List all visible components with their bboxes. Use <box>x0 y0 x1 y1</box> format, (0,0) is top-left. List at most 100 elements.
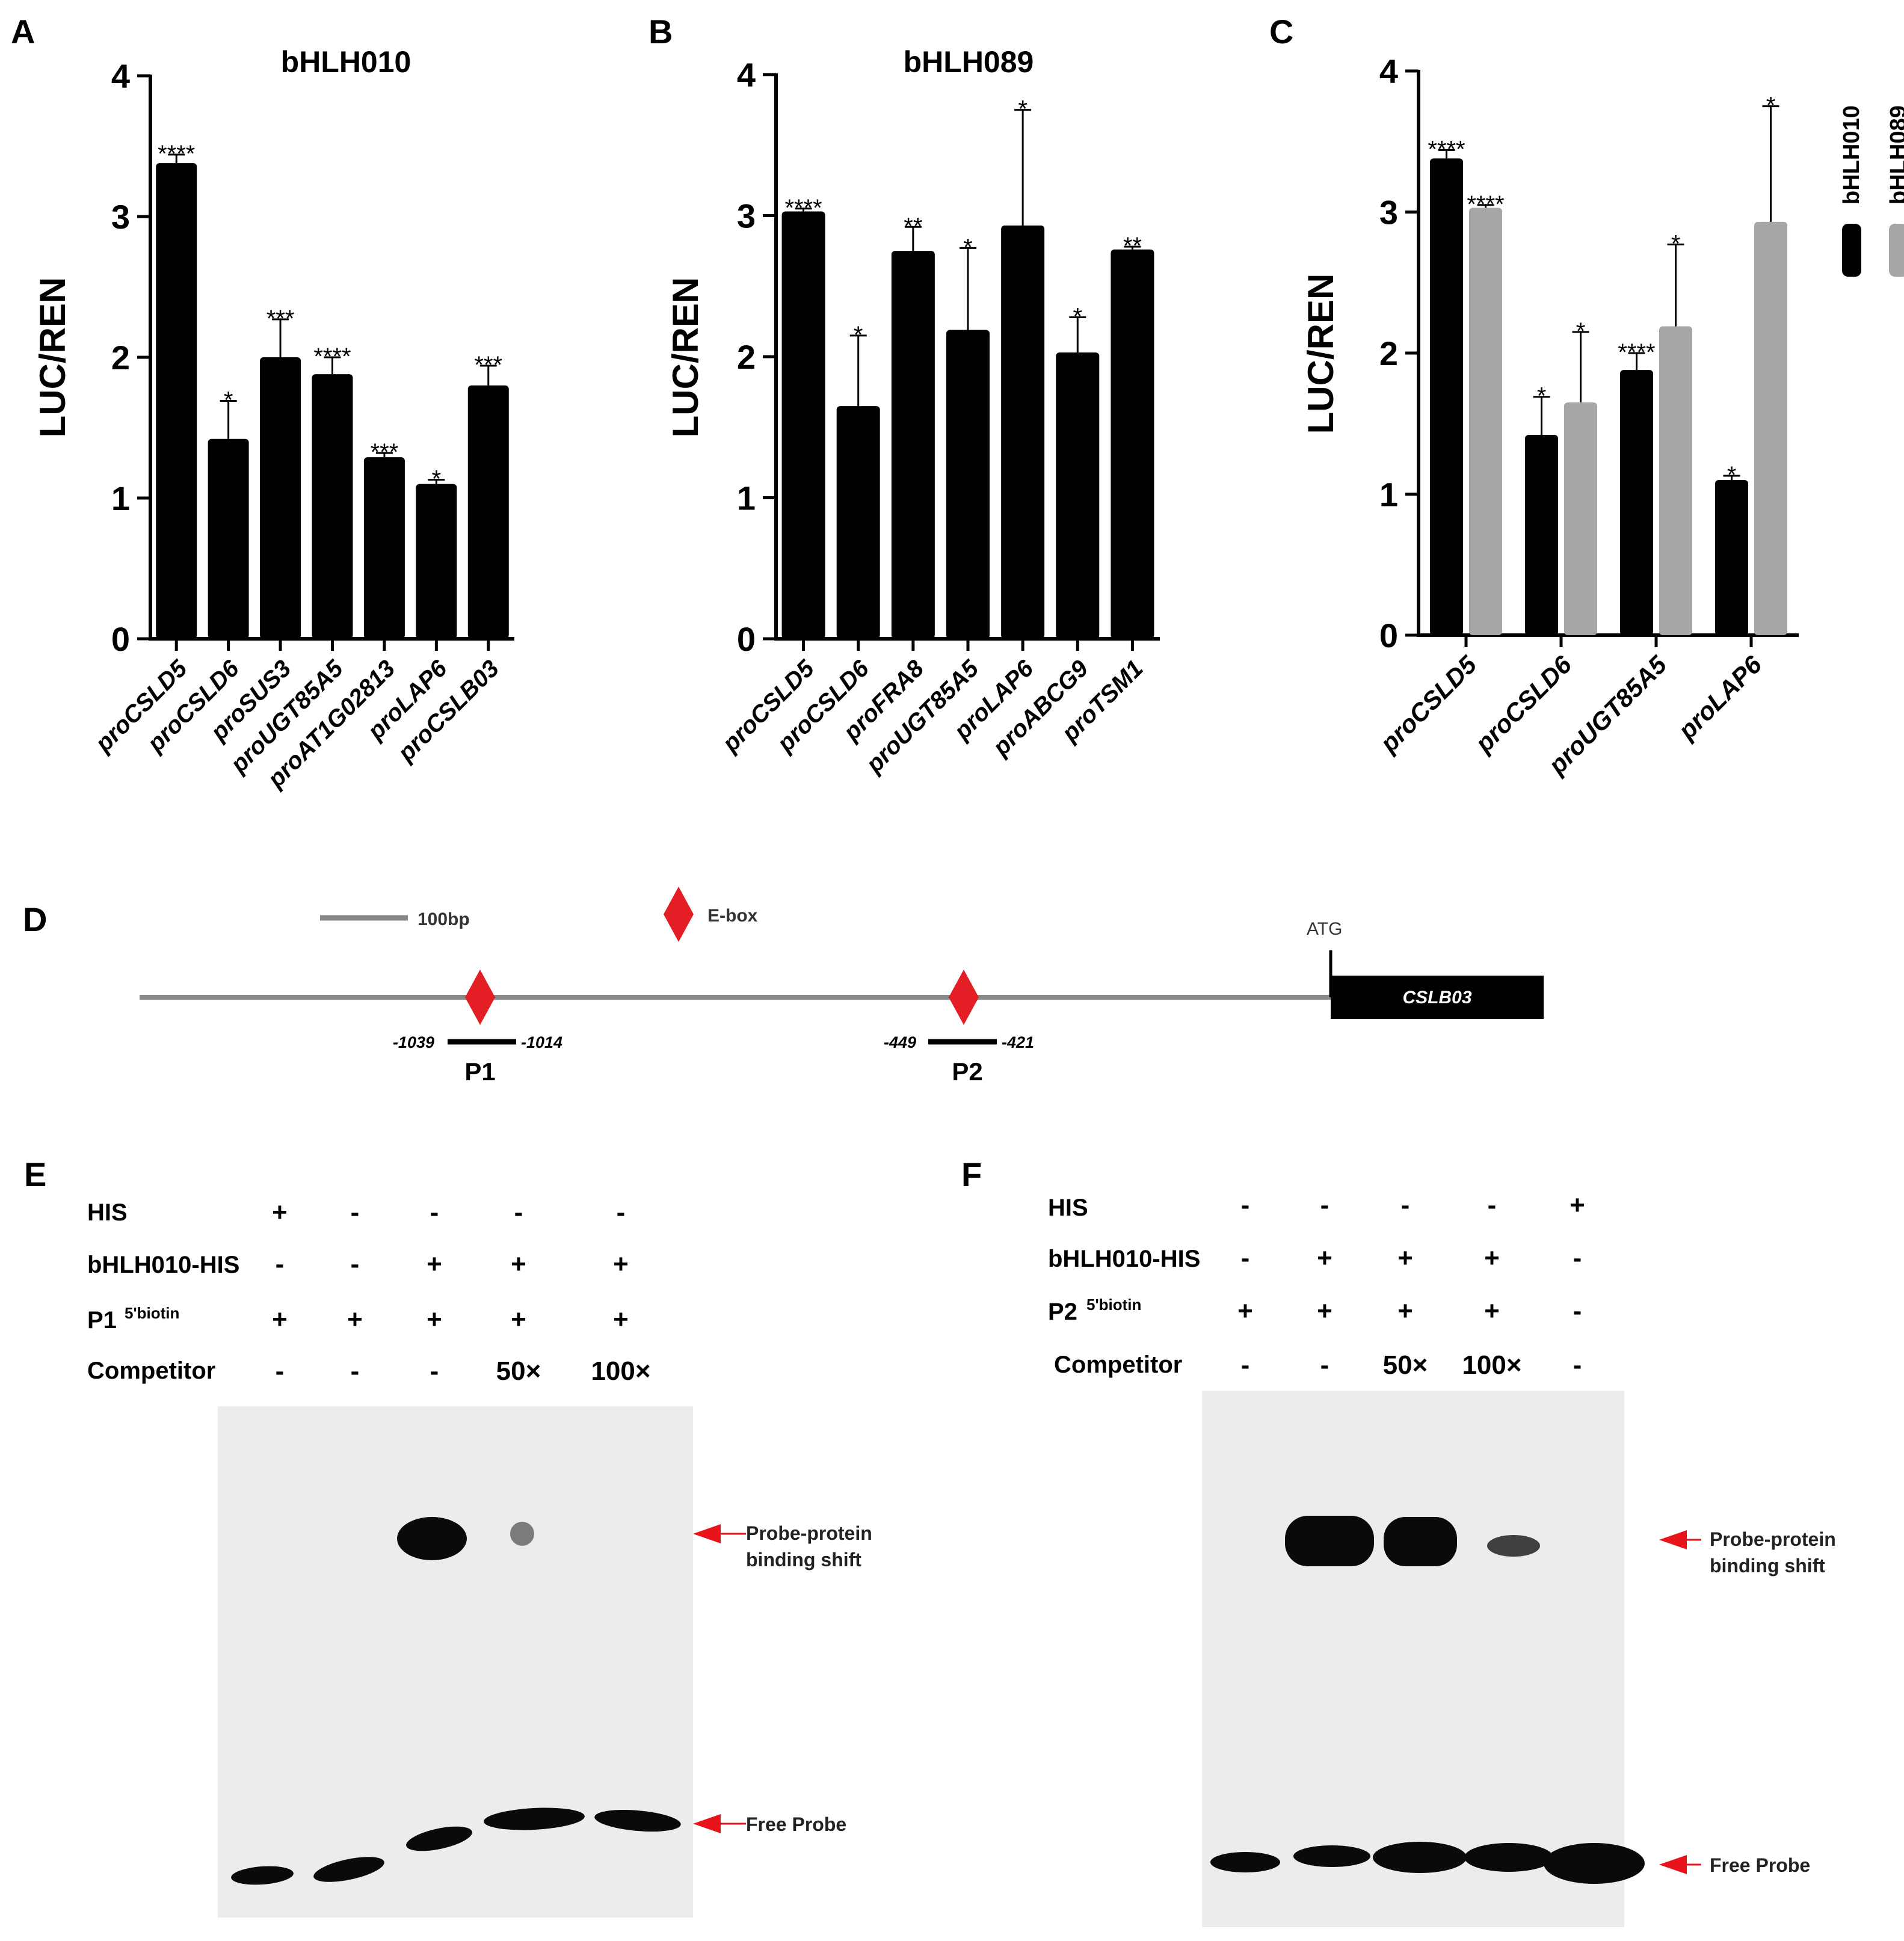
table-cell: - <box>430 1198 439 1227</box>
emsa-f-row-label: Competitor <box>1054 1352 1182 1378</box>
significance-label: *** <box>474 352 502 378</box>
emsa-f-row-label: P2 <box>1048 1299 1077 1325</box>
emsa-e-gel <box>218 1406 693 1918</box>
table-cell: + <box>1397 1296 1413 1326</box>
emsa-e-row-label: HIS <box>87 1199 128 1226</box>
y-tick-label: 2 <box>1379 334 1398 372</box>
table-cell: + <box>1484 1296 1500 1326</box>
free-probe-band <box>1293 1845 1370 1867</box>
significance-label: **** <box>1467 191 1504 218</box>
table-cell: 50× <box>496 1356 541 1386</box>
table-cell: - <box>617 1198 626 1227</box>
p2-start: -449 <box>884 1033 916 1051</box>
significance-label: * <box>432 466 442 493</box>
table-cell: - <box>351 1198 360 1227</box>
table-cell: - <box>351 1249 360 1279</box>
legend-swatch <box>1842 224 1861 277</box>
shift-label: Probe-protein <box>1710 1528 1836 1550</box>
p1-end: -1014 <box>521 1033 562 1051</box>
y-tick-label: 4 <box>737 56 756 94</box>
emsa-e-row-label: Competitor <box>87 1358 215 1384</box>
ebox-legend-label: E-box <box>707 906 758 926</box>
bar <box>156 163 197 639</box>
significance-label: * <box>963 234 973 260</box>
free-probe-band <box>406 1826 472 1851</box>
y-tick-label: 2 <box>111 339 130 377</box>
atg-label: ATG <box>1307 919 1342 939</box>
table-cell: + <box>1237 1296 1253 1326</box>
table-cell: - <box>1488 1190 1497 1220</box>
panel-label-f: F <box>961 1155 982 1193</box>
significance-label: **** <box>784 195 822 221</box>
chart-title: bHLH010 <box>281 45 411 79</box>
table-cell: - <box>1320 1350 1329 1380</box>
emsa-f-table: HIS bHLH010-HIS P2 5'biotin Competitor -… <box>1048 1190 1585 1380</box>
y-tick-label: 3 <box>737 197 756 235</box>
bar <box>1525 435 1558 635</box>
table-cell: + <box>613 1305 629 1334</box>
table-cell: + <box>511 1249 526 1279</box>
table-cell: + <box>511 1305 526 1334</box>
significance-label: **** <box>1428 136 1465 162</box>
bar <box>1754 221 1787 635</box>
scale-label: 100bp <box>417 909 470 929</box>
emsa-f-row-label: HIS <box>1048 1195 1088 1221</box>
panel-label-b: B <box>649 13 673 51</box>
gene-label: CSLB03 <box>1402 988 1471 1007</box>
significance-label: * <box>854 322 863 348</box>
table-cell: + <box>272 1305 288 1334</box>
p1-label: P1 <box>464 1057 495 1086</box>
y-tick-label: 0 <box>737 620 756 658</box>
emsa-e-cells: + - - - - - - + + + + + + + + - - - 50× 100× <box>272 1198 650 1386</box>
bar <box>1001 225 1045 639</box>
significance-label: *** <box>266 306 295 332</box>
table-cell: - <box>430 1356 439 1386</box>
significance-label: * <box>224 387 233 414</box>
legend-swatch <box>1889 224 1904 277</box>
table-cell: + <box>613 1249 629 1279</box>
table-cell: - <box>1241 1190 1250 1220</box>
legend-label: bHLH010 <box>1839 105 1864 205</box>
gel-background <box>1202 1391 1624 1927</box>
bar <box>312 374 353 639</box>
free-probe-band <box>594 1809 681 1832</box>
bar <box>260 357 301 639</box>
significance-label: **** <box>158 141 195 167</box>
bar <box>1715 480 1748 635</box>
bar <box>946 330 990 639</box>
free-probe-label: Free Probe <box>746 1813 846 1835</box>
bar <box>208 438 249 639</box>
free-probe-label: Free Probe <box>1710 1854 1810 1876</box>
shift-band <box>510 1522 534 1546</box>
table-cell: 100× <box>591 1356 650 1386</box>
panel-label-e: E <box>24 1155 46 1193</box>
chart-a-bhlh010: 01234LUC/RENbHLH010proCSLD5****proCSLD6*… <box>32 45 514 793</box>
panel-label-d: D <box>23 900 47 938</box>
gene-box <box>1331 976 1544 1019</box>
promoter-diagram: 100bp E-box ATG CSLB03 -1039 -1014 P1 -4… <box>140 887 1544 1086</box>
table-cell: + <box>347 1305 363 1334</box>
free-probe-band <box>313 1857 384 1882</box>
table-cell: - <box>1241 1350 1250 1380</box>
y-axis-label: LUC/REN <box>1301 274 1341 434</box>
chart-title: bHLH089 <box>904 45 1034 79</box>
table-cell: - <box>1241 1243 1250 1273</box>
p2-end: -421 <box>1002 1033 1034 1051</box>
significance-label: ** <box>1123 233 1142 259</box>
bar <box>363 457 405 639</box>
shift-label: Probe-protein <box>746 1522 872 1544</box>
bar <box>1430 158 1463 635</box>
free-probe-band <box>1210 1852 1280 1872</box>
free-probe-band <box>1464 1843 1553 1872</box>
y-tick-label: 3 <box>1379 194 1398 232</box>
y-tick-label: 0 <box>111 620 130 658</box>
table-cell: - <box>276 1356 285 1386</box>
free-probe-arrow-head <box>693 1814 721 1833</box>
table-cell: + <box>1317 1243 1332 1273</box>
table-cell: + <box>427 1305 442 1334</box>
bar <box>1056 352 1100 639</box>
bar <box>1111 249 1154 639</box>
table-cell: - <box>1401 1190 1410 1220</box>
shift-band <box>1384 1517 1457 1566</box>
